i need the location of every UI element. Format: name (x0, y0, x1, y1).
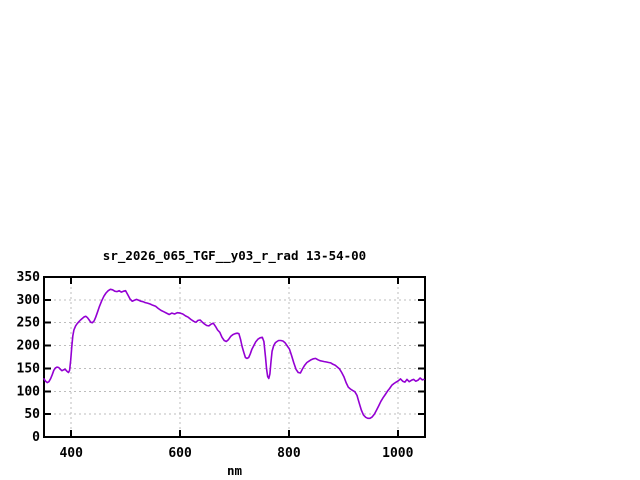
x-axis-label: nm (226, 463, 243, 478)
x-tick-label: 1000 (382, 446, 413, 461)
chart-title: sr_2026_065_TGF__y03_r_rad 13-54-00 (102, 248, 367, 263)
y-tick-label: 300 (17, 293, 41, 308)
y-tick-label: 0 (32, 430, 40, 445)
spectrum-curve (43, 288, 425, 420)
y-tick-label: 250 (17, 316, 41, 331)
x-tick-label: 800 (277, 446, 301, 461)
y-tick-label: 100 (17, 384, 41, 399)
x-tick-label: 400 (59, 446, 83, 461)
y-tick-label: 350 (17, 270, 41, 285)
plot-border (43, 276, 426, 438)
y-tick-label: 50 (24, 407, 40, 422)
y-tick-label: 200 (17, 339, 41, 354)
y-tick-label: 150 (17, 361, 41, 376)
x-tick-label: 600 (168, 446, 192, 461)
